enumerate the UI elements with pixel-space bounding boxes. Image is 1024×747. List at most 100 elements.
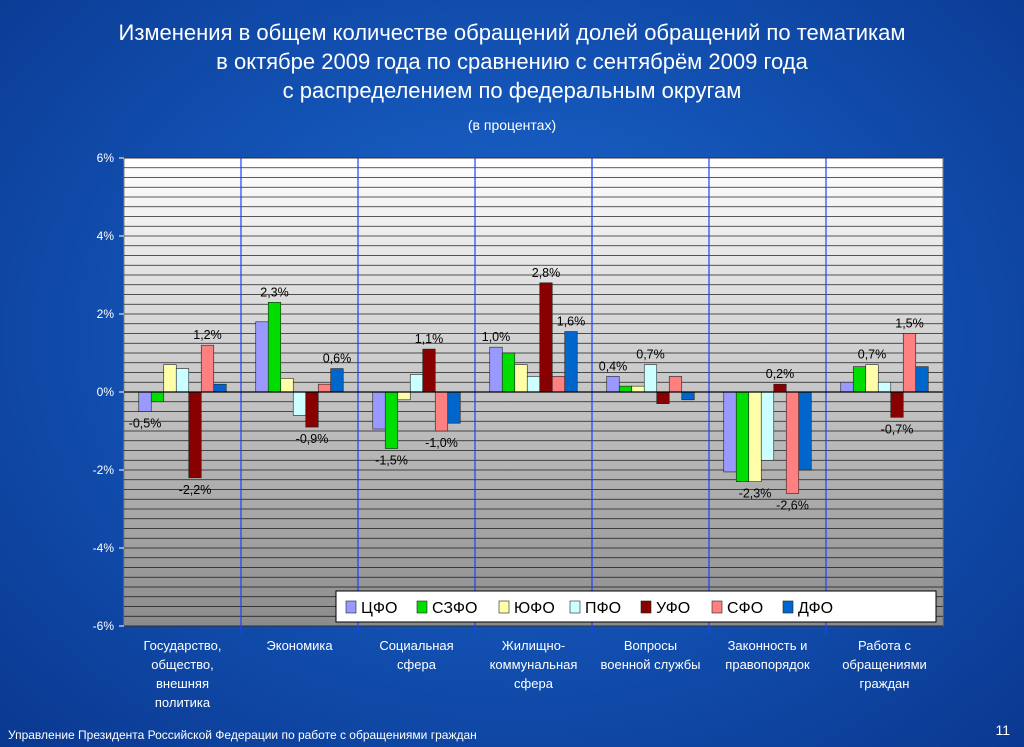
bar bbox=[551, 376, 566, 393]
bar bbox=[163, 364, 177, 393]
bar bbox=[372, 391, 386, 430]
category-label: Вопросы военной службы bbox=[600, 638, 701, 672]
bar bbox=[213, 383, 227, 393]
bar bbox=[317, 383, 332, 393]
bar bbox=[773, 383, 787, 393]
bar bbox=[397, 391, 411, 401]
bar bbox=[877, 381, 892, 393]
bar bbox=[384, 391, 399, 449]
bar bbox=[501, 352, 516, 393]
y-tick-label: 2% bbox=[97, 307, 115, 321]
data-label: 1,6% bbox=[557, 315, 586, 329]
bar bbox=[138, 391, 152, 412]
category-label: Государство, общество, внешняя политика bbox=[143, 638, 222, 710]
bar bbox=[840, 381, 854, 393]
bar bbox=[902, 333, 917, 393]
category-label: Социальная сфера bbox=[379, 638, 454, 672]
footer-text: Управление Президента Российской Федерац… bbox=[8, 728, 477, 742]
legend-swatch bbox=[640, 600, 652, 614]
legend-swatch bbox=[498, 600, 510, 614]
data-label: 1,1% bbox=[415, 332, 444, 346]
data-label: -2,6% bbox=[776, 498, 809, 512]
page-number: 11 bbox=[995, 722, 1010, 738]
bar bbox=[643, 364, 658, 393]
data-label: -2,2% bbox=[179, 483, 212, 497]
category-label: Работа с обращениями граждан bbox=[842, 638, 927, 691]
bar bbox=[564, 331, 578, 393]
legend-swatch bbox=[345, 600, 357, 614]
bar bbox=[681, 391, 695, 401]
title-line-1: Изменения в общем количестве обращений д… bbox=[118, 20, 906, 45]
bar bbox=[447, 391, 461, 424]
title-line-2: в октябре 2009 года по сравнению с сентя… bbox=[216, 49, 808, 74]
data-label: 1,0% bbox=[482, 330, 511, 344]
data-label: 0,2% bbox=[766, 367, 795, 381]
y-tick-label: -6% bbox=[93, 619, 115, 633]
legend: ЦФО СЗФО ЮФО ПФО УФО СФО ДФО bbox=[335, 590, 937, 623]
legend-box bbox=[335, 590, 937, 623]
data-label: 0,7% bbox=[858, 348, 887, 362]
y-tick-label: -2% bbox=[93, 463, 115, 477]
bar bbox=[785, 391, 800, 494]
bar bbox=[280, 378, 294, 393]
legend-label: СФО bbox=[727, 600, 763, 617]
data-label: -1,5% bbox=[375, 454, 408, 468]
data-label: -0,5% bbox=[129, 417, 162, 431]
legend-label: ЮФО bbox=[514, 600, 555, 617]
data-label: -1,0% bbox=[425, 436, 458, 450]
legend-swatch bbox=[569, 600, 581, 614]
slide-subtitle: (в процентах) bbox=[467, 117, 557, 133]
y-tick-label: -4% bbox=[93, 541, 115, 555]
bar bbox=[760, 391, 775, 461]
bar bbox=[606, 376, 620, 393]
bar bbox=[890, 391, 904, 418]
category-label: Жилищно- коммунальная сфера bbox=[489, 638, 578, 691]
data-label: 2,8% bbox=[532, 266, 561, 280]
bar bbox=[915, 366, 929, 393]
legend-swatch bbox=[711, 600, 723, 614]
category-label: Законность и правопорядок bbox=[725, 638, 810, 672]
data-label: 0,4% bbox=[599, 359, 628, 373]
legend-swatch bbox=[782, 600, 794, 614]
legend-label: ПФО bbox=[585, 600, 621, 617]
bar bbox=[539, 282, 553, 393]
bar bbox=[422, 348, 436, 393]
data-label: 0,7% bbox=[636, 348, 665, 362]
bar bbox=[631, 385, 645, 393]
bar bbox=[865, 364, 879, 393]
bar bbox=[330, 368, 344, 393]
bar bbox=[434, 391, 449, 432]
data-label: 0,6% bbox=[323, 352, 352, 366]
bar bbox=[255, 321, 269, 393]
bar bbox=[656, 391, 670, 404]
bar bbox=[188, 391, 202, 479]
data-label: 2,3% bbox=[260, 285, 289, 299]
bar bbox=[852, 366, 867, 393]
legend-label: ЦФО bbox=[361, 600, 397, 617]
bar bbox=[526, 376, 541, 393]
y-tick-label: 6% bbox=[97, 151, 115, 165]
bar bbox=[175, 368, 190, 393]
legend-label: СЗФО bbox=[432, 600, 477, 617]
bar bbox=[267, 301, 282, 393]
title-line-3: с распределением по федеральным округам bbox=[282, 78, 742, 103]
bar bbox=[489, 346, 503, 393]
data-label: -0,7% bbox=[881, 422, 914, 436]
bar bbox=[409, 374, 424, 393]
bar bbox=[798, 391, 812, 471]
bar bbox=[618, 385, 633, 393]
y-tick-label: 0% bbox=[97, 385, 115, 399]
bar bbox=[735, 391, 750, 482]
bar bbox=[292, 391, 307, 416]
bar bbox=[668, 376, 683, 393]
bar bbox=[305, 391, 319, 428]
data-label: 1,2% bbox=[193, 328, 222, 342]
bar bbox=[748, 391, 762, 482]
bar bbox=[514, 364, 528, 393]
legend-label: ДФО bbox=[798, 600, 833, 617]
legend-label: УФО bbox=[656, 600, 690, 617]
slide-title: Изменения в общем количестве обращений д… bbox=[0, 18, 1024, 105]
data-label: -2,3% bbox=[739, 487, 772, 501]
category-label: Экономика bbox=[266, 638, 333, 653]
